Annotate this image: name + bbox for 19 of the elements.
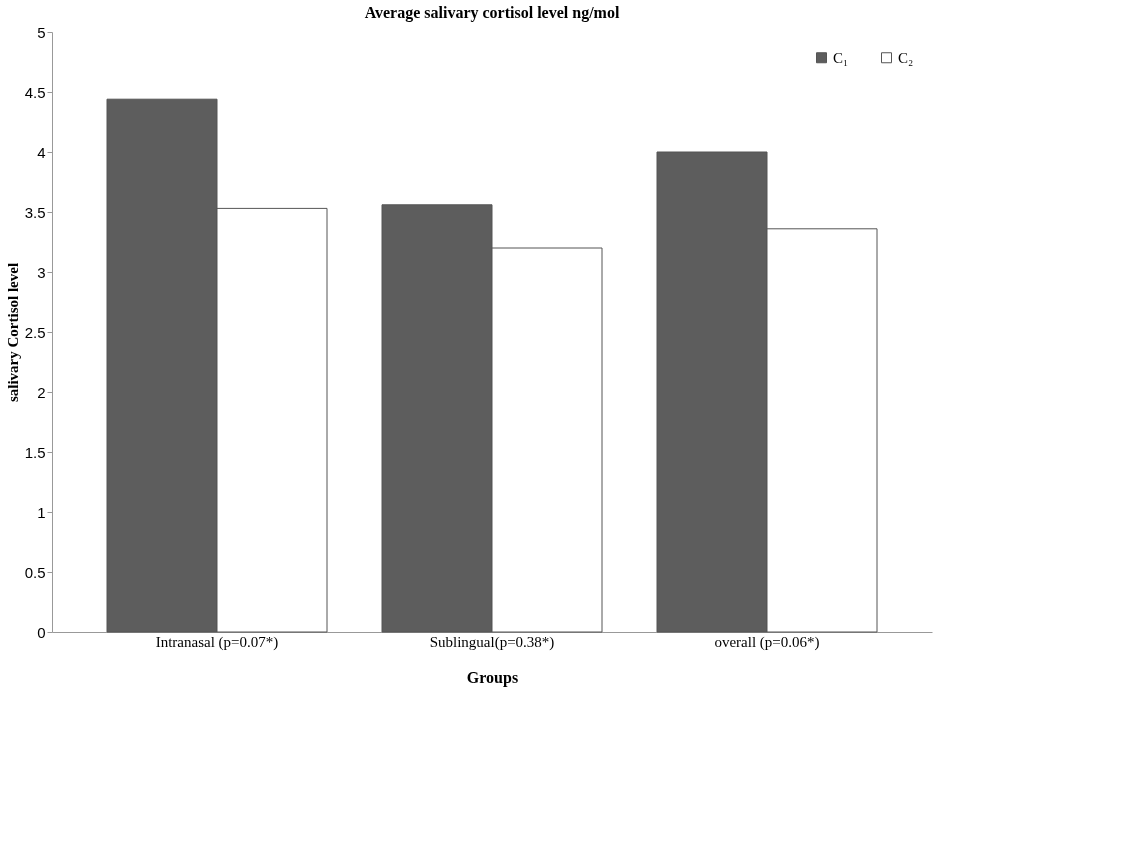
x-tick-label: overall (p=0.06*) [714,633,820,651]
x-tick-label: Sublingual(p=0.38*) [429,633,555,651]
y-axis-title: salivary Cortisol level [4,262,21,403]
legend-label: C₁ [833,49,849,66]
y-tick-label: 0 [37,623,46,641]
y-tick-label: 5 [37,23,46,41]
legend-label: C₂ [898,49,914,66]
y-tick-label: 4.5 [24,83,46,101]
y-tick-label: 1 [37,503,46,521]
y-tick-label: 0.5 [24,563,46,581]
y-tick-label: 3 [37,263,46,281]
y-tick-label: 2 [37,383,46,401]
y-tick-label: 3.5 [24,203,46,221]
x-tick-label: Intranasal (p=0.07*) [155,633,279,651]
chart-title: Average salivary cortisol level ng/mol [364,4,620,22]
y-tick-label: 4 [37,143,46,161]
x-axis-title: Groups [466,668,519,687]
y-tick-label: 1.5 [24,443,46,461]
y-tick-label: 2.5 [24,323,46,341]
